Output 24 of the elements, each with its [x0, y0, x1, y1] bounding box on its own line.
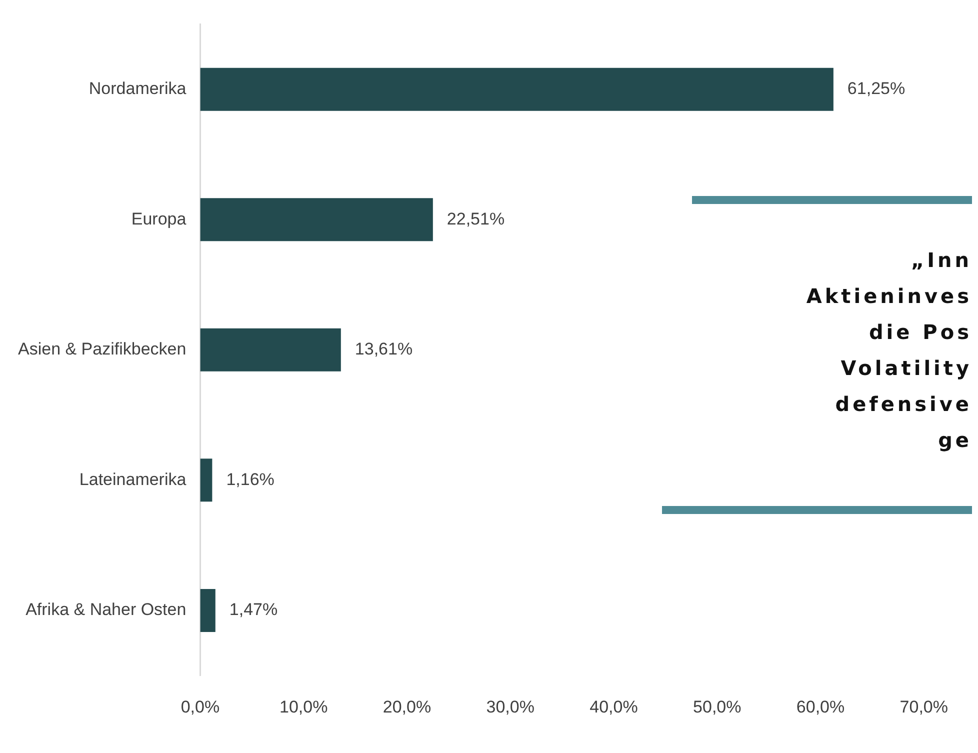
bar: [200, 588, 216, 632]
bar: [200, 68, 834, 111]
annotation: „Inn Aktieninves die Pos Volatility defensive ge: [805, 247, 972, 454]
y-tick-label: Europa: [131, 209, 187, 228]
x-tick-label: 20,0%: [382, 697, 432, 716]
x-tick-label: 60,0%: [796, 697, 845, 716]
bar: [200, 198, 433, 242]
bar: [200, 458, 212, 502]
data-label: 22,51%: [446, 209, 505, 228]
y-tick-label: Afrika & Naher Osten: [26, 600, 186, 620]
x-tick-label: 10,0%: [279, 697, 328, 716]
data-label: 13,61%: [354, 340, 413, 359]
y-tick-label: Nordamerika: [88, 79, 187, 98]
bar: [200, 328, 341, 372]
x-tick-label: 40,0%: [590, 697, 638, 716]
data-label: 61,25%: [847, 79, 906, 98]
x-tick-label: 30,0%: [486, 697, 534, 716]
x-tick-label: 0,0%: [180, 697, 220, 716]
y-tick-label: Lateinamerika: [79, 470, 187, 489]
y-tick-label: Asien & Pazifikbecken: [18, 340, 186, 359]
x-tick-label: 50,0%: [693, 697, 742, 716]
data-label: 1,47%: [229, 600, 278, 620]
data-label: 1,16%: [226, 470, 274, 489]
x-tick-label: 70,0%: [900, 697, 948, 716]
